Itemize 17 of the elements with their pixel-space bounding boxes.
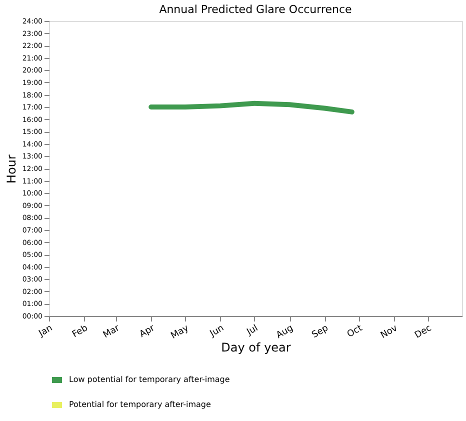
x-tick-label: Oct [346, 323, 365, 340]
x-tick-label: May [170, 323, 192, 342]
x-tick-label: Sep [310, 323, 330, 341]
x-tick-label: Feb [70, 323, 90, 340]
x-tick-label: Jan [36, 324, 54, 340]
legend-label: Low potential for temporary after-image [69, 375, 230, 384]
y-axis-title: Hour [4, 154, 18, 184]
x-axis-title: Day of year [221, 340, 291, 355]
chart-title: Annual Predicted Glare Occurrence [159, 3, 352, 16]
legend-label: Potential for temporary after-image [69, 400, 212, 409]
x-tick-label: Jul [244, 324, 260, 338]
x-tick-label: Dec [413, 323, 434, 341]
x-tick-label: Nov [379, 323, 400, 341]
x-tick-label: Apr [138, 323, 157, 340]
x-tick-label: Jun [208, 324, 226, 340]
x-tick-label: Mar [102, 323, 122, 341]
x-tick-label: Aug [274, 324, 296, 341]
